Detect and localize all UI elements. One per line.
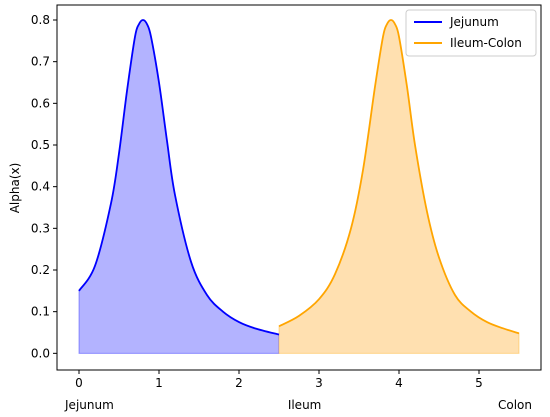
- y-tick-label: 0.4: [31, 180, 50, 194]
- x-tick-label: 0: [75, 376, 83, 390]
- x-axis-ticks: 0 1 2 3 4 5: [75, 370, 483, 390]
- y-tick-label: 0.8: [31, 13, 50, 27]
- region-label-colon: Colon: [498, 398, 532, 412]
- y-tick-label: 0.5: [31, 138, 50, 152]
- y-tick-label: 0.1: [31, 305, 50, 319]
- legend-label-jejunum: Jejunum: [449, 15, 499, 29]
- y-axis-label: Alpha(x): [8, 163, 22, 214]
- series-lines: [78, 19, 520, 336]
- y-tick-label: 0.6: [31, 96, 50, 110]
- y-tick-label: 0.2: [31, 263, 50, 277]
- x-tick-label: 1: [155, 376, 163, 390]
- series-line-ileum-colon: [278, 19, 520, 335]
- y-axis-ticks: 0.0 0.1 0.2 0.3 0.4 0.5 0.6 0.7 0.8: [31, 13, 57, 360]
- region-labels: Jejunum Ileum Colon: [64, 398, 532, 412]
- series-line-jejunum: [78, 19, 280, 336]
- y-tick-label: 0.0: [31, 346, 50, 360]
- x-tick-label: 3: [315, 376, 323, 390]
- region-label-jejunum: Jejunum: [64, 398, 114, 412]
- x-tick-label: 2: [235, 376, 243, 390]
- x-tick-label: 5: [475, 376, 483, 390]
- plot-frame: [56, 4, 542, 371]
- legend-label-ileum-colon: Ileum-Colon: [450, 36, 522, 50]
- x-tick-label: 4: [395, 376, 403, 390]
- y-tick-label: 0.3: [31, 221, 50, 235]
- region-label-ileum: Ileum: [288, 398, 322, 412]
- legend: Jejunum Ileum-Colon: [405, 9, 537, 57]
- y-tick-label: 0.7: [31, 55, 50, 69]
